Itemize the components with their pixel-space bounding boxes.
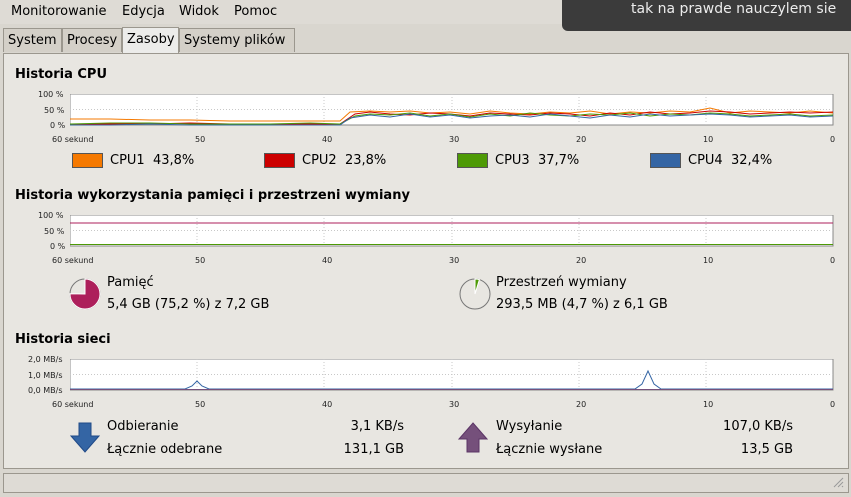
cpu-y-tick: 0 %	[50, 121, 66, 130]
status-bar	[3, 473, 849, 493]
memory-detail: 5,4 GB (75,2 %) z 7,2 GB	[107, 297, 270, 312]
cpu1-legend: CPU1 43,8%	[110, 153, 195, 168]
upload-arrow-icon[interactable]	[458, 422, 488, 454]
tab-system[interactable]: System	[3, 28, 62, 52]
network-x-tick: 0	[830, 400, 836, 409]
cpu2-color-swatch[interactable]	[264, 153, 295, 168]
memory-x-tick: 40	[322, 256, 333, 265]
cpu-y-tick: 100 %	[38, 90, 64, 99]
notification-bubble[interactable]: tak na prawde nauczylem sie	[562, 0, 851, 31]
sending-total-label: Łącznie wysłane	[496, 442, 603, 457]
network-history-title: Historia sieci	[15, 332, 111, 347]
menu-widok[interactable]: Widok	[179, 4, 219, 19]
tab-label: Procesy	[67, 33, 118, 48]
network-y-tick: 1,0 MB/s	[28, 371, 63, 380]
cpu-x-tick: 30	[449, 135, 460, 144]
network-x-tick: 50	[195, 400, 206, 409]
memory-x-tick: 10	[703, 256, 714, 265]
network-y-tick: 0,0 MB/s	[28, 386, 63, 395]
tab-systemy-plikow[interactable]: Systemy plików	[179, 28, 295, 52]
tab-label: Zasoby	[127, 32, 175, 47]
cpu2-legend: CPU2 23,8%	[302, 153, 387, 168]
cpu3-line	[70, 112, 834, 125]
download-arrow-icon[interactable]	[70, 422, 100, 454]
receiving-total: 131,1 GB	[343, 442, 404, 457]
cpu-history-title: Historia CPU	[15, 67, 108, 82]
swap-label: Przestrzeń wymiany	[496, 275, 627, 290]
cpu-x-tick: 60 sekund	[52, 135, 94, 144]
resize-grip-icon[interactable]	[832, 476, 844, 488]
cpu4-line	[70, 113, 834, 126]
network-y-tick: 2,0 MB/s	[28, 355, 63, 364]
network-x-tick: 10	[703, 400, 714, 409]
sending-label: Wysyłanie	[496, 419, 563, 434]
cpu3-color-swatch[interactable]	[457, 153, 488, 168]
tab-procesy[interactable]: Procesy	[62, 28, 122, 52]
notification-text: tak na prawde nauczylem sie	[631, 1, 837, 17]
cpu3-legend: CPU3 37,7%	[495, 153, 580, 168]
memory-label: Pamięć	[107, 275, 154, 290]
receiving-label: Odbieranie	[107, 419, 179, 434]
network-x-tick: 40	[322, 400, 333, 409]
swap-detail: 293,5 MB (4,7 %) z 6,1 GB	[496, 297, 668, 312]
memory-x-tick: 60 sekund	[52, 256, 94, 265]
network-x-tick: 20	[576, 400, 587, 409]
cpu-y-tick: 50 %	[44, 106, 65, 115]
cpu-x-tick: 40	[322, 135, 333, 144]
menu-monitorowanie[interactable]: Monitorowanie	[11, 4, 107, 19]
tab-label: System	[8, 33, 57, 48]
cpu4-legend: CPU4 32,4%	[688, 153, 773, 168]
memory-y-tick: 0 %	[50, 242, 66, 251]
menu-pomoc[interactable]: Pomoc	[234, 4, 278, 19]
memory-x-tick: 50	[195, 256, 206, 265]
menu-edycja[interactable]: Edycja	[122, 4, 165, 19]
receiving-total-label: Łącznie odebrane	[107, 442, 223, 457]
memory-y-tick: 50 %	[44, 227, 65, 236]
tab-label: Systemy plików	[184, 33, 286, 48]
cpu-x-tick: 50	[195, 135, 206, 144]
memory-history-graph	[70, 215, 834, 247]
tab-bar: System Procesy Zasoby Systemy plików	[0, 27, 851, 54]
cpu-x-tick: 20	[576, 135, 587, 144]
cpu-history-graph	[70, 94, 834, 126]
memory-x-tick: 30	[449, 256, 460, 265]
memory-x-tick: 0	[830, 256, 836, 265]
swap-pie-icon[interactable]	[458, 277, 492, 311]
memory-pie-icon[interactable]	[68, 277, 102, 311]
cpu1-color-swatch[interactable]	[72, 153, 103, 168]
sending-total: 13,5 GB	[740, 442, 793, 457]
cpu4-color-swatch[interactable]	[650, 153, 681, 168]
network-x-tick: 30	[449, 400, 460, 409]
receiving-rate: 3,1 KB/s	[350, 419, 404, 434]
sending-rate: 107,0 KB/s	[723, 419, 793, 434]
memory-history-title: Historia wykorzystania pamięci i przestr…	[15, 188, 410, 203]
cpu-x-tick: 0	[830, 135, 836, 144]
memory-y-tick: 100 %	[38, 211, 64, 220]
network-history-graph	[70, 359, 834, 391]
tab-zasoby[interactable]: Zasoby	[122, 27, 179, 54]
network-x-tick: 60 sekund	[52, 400, 94, 409]
memory-x-tick: 20	[576, 256, 587, 265]
cpu-x-tick: 10	[703, 135, 714, 144]
